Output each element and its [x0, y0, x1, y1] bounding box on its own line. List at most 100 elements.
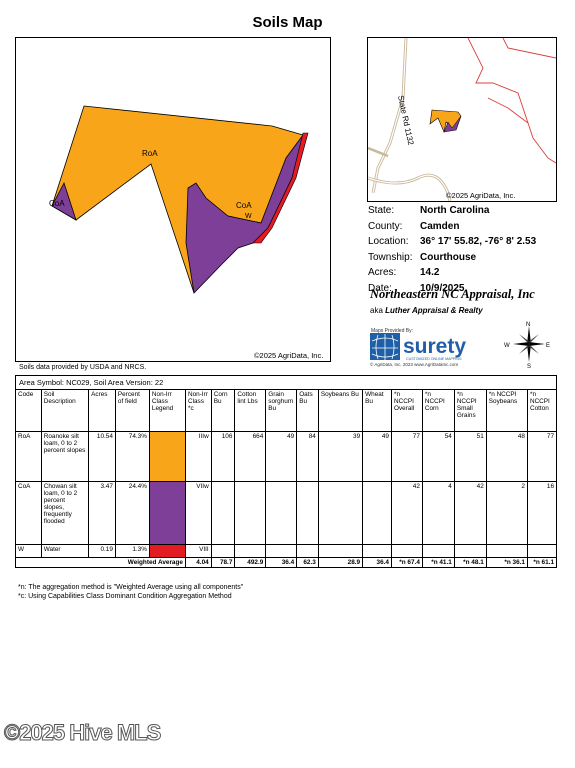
legend-swatch [148, 431, 186, 482]
cell-code: RoA [15, 431, 42, 482]
col-header: *n NCCPI Cotton [526, 389, 558, 432]
cell-nccpi-soybeans: 48 [485, 431, 528, 482]
info-value: North Carolina [420, 205, 490, 216]
col-header: Soybeans Bu [317, 389, 364, 432]
main-map-copyright: ©2025 AgriData, Inc. [254, 351, 323, 360]
cell-soybeans [317, 544, 364, 558]
info-row-acres: Acres: 14.2 [368, 265, 536, 281]
info-row-township: Township: Courthouse [368, 250, 536, 266]
col-header: Soil Description [40, 389, 90, 432]
coa-left-polygon [51, 181, 77, 221]
area-symbol-row: Area Symbol: NC029, Soil Area Version: 2… [15, 375, 557, 390]
cell-nccpi-overall: 42 [390, 481, 423, 545]
map-label-coa-right: CoA [236, 201, 252, 210]
col-header: Code [15, 389, 42, 432]
footnote-n: *n: The aggregation method is "Weighted … [18, 584, 244, 591]
legend-swatch [148, 544, 186, 558]
col-header: Grain sorghum Bu [265, 389, 298, 432]
cell-nccpi-overall: 77 [390, 431, 423, 482]
cell-nccpi-cotton: 16 [526, 481, 558, 545]
col-header: *n NCCPI Overall [390, 389, 423, 432]
cell-acres: 0.19 [88, 544, 116, 558]
cell-cotton [234, 481, 267, 545]
compass-s: S [527, 364, 531, 368]
table-row: W Water 0.19 1.3% VIII [15, 544, 558, 558]
col-header: Cotton lint Lbs [234, 389, 267, 432]
cell-class: IIIw [184, 431, 212, 482]
wa-nccpi-overall: *n 67.4 [390, 557, 423, 568]
cell-sorghum [265, 481, 298, 545]
aka-name: Luther Appraisal & Realty [385, 306, 483, 315]
map-label-coa-left: CoA [49, 199, 65, 208]
cell-cotton: 664 [234, 431, 267, 482]
cell-soybeans: 39 [317, 431, 364, 482]
info-key: Date: [368, 282, 392, 294]
maps-provided-by: Maps Provided By: [371, 328, 413, 334]
legend-swatch [148, 481, 186, 545]
cell-nccpi-small-grains: 51 [453, 431, 487, 482]
surety-logo: surety CUSTOMIZED ONLINE MAPPING [370, 333, 494, 363]
col-header: Wheat Bu [362, 389, 392, 432]
col-header: Percent of field [114, 389, 150, 432]
wa-nccpi-corn: *n 41.1 [421, 557, 455, 568]
col-header: Oats Bu [296, 389, 319, 432]
surety-copyright: © AgriData, Inc. 2023 www.AgriDataInc.co… [370, 362, 459, 367]
info-key: Acres: [368, 267, 397, 278]
info-key: Township: [368, 251, 413, 263]
info-value: Camden [420, 220, 460, 232]
wa-class: 4.04 [184, 557, 212, 568]
cell-pct: 74.3% [114, 431, 150, 482]
info-row-county: County: Camden [368, 219, 536, 235]
company-name: Northeastern NC Appraisal, Inc [370, 287, 535, 301]
weighted-average-row: Weighted Average 4.04 78.7 492.9 36.4 62… [15, 557, 558, 568]
footnote-c: *c: Using Capabilities Class Dominant Co… [18, 592, 232, 600]
cell-nccpi-overall [390, 544, 423, 558]
cell-nccpi-corn: 4 [421, 481, 455, 545]
location-map: State Rd 1132 ©2025 AgriData, Inc. [367, 37, 557, 202]
table-row: CoA Chowan silt loam, 0 to 2 percent slo… [15, 481, 558, 545]
col-header: *n NCCPI Small Grains [453, 389, 487, 432]
col-header: Corn Bu [210, 389, 236, 432]
cell-sorghum [265, 544, 298, 558]
surety-tagline: CUSTOMIZED ONLINE MAPPING [406, 357, 462, 361]
cell-code: CoA [15, 481, 42, 545]
info-key: Location: [368, 236, 409, 247]
cell-corn [210, 544, 236, 558]
soils-map: RoA CoA CoA W ©2025 AgriData, Inc. [15, 37, 331, 362]
wa-sorghum: 36.4 [265, 557, 298, 568]
cell-nccpi-soybeans [485, 544, 528, 558]
wa-corn: 78.7 [210, 557, 236, 568]
cell-nccpi-cotton [526, 544, 558, 558]
map-label-roa: RoA [142, 149, 158, 158]
roa-polygon [51, 105, 304, 294]
compass-n: N [526, 322, 530, 328]
info-key: State: [368, 205, 395, 216]
cell-nccpi-small-grains: 42 [453, 481, 487, 545]
inset-roads [367, 37, 557, 202]
info-value: 14.2 [420, 267, 440, 278]
area-symbol: Area Symbol: NC029, Soil Area Version: 2… [15, 375, 557, 390]
cell-desc: Chowan silt loam, 0 to 2 percent slopes,… [40, 481, 90, 545]
cell-nccpi-corn: 54 [421, 431, 455, 482]
info-value: Courthouse [420, 251, 477, 263]
table-header-row: Code Soil Description Acres Percent of f… [15, 389, 558, 432]
cell-nccpi-corn [421, 544, 455, 558]
cell-wheat: 49 [362, 431, 392, 482]
wa-wheat: 36.4 [362, 557, 392, 568]
source-note: Soils data provided by USDA and NRCS. [19, 364, 147, 371]
weighted-average-label: Weighted Average [15, 557, 186, 568]
cell-acres: 10.54 [88, 431, 116, 482]
wa-nccpi-soybeans: *n 36.1 [485, 557, 528, 568]
aka-prefix: aka [370, 306, 383, 315]
cell-corn: 106 [210, 431, 236, 482]
cell-acres: 3.47 [88, 481, 116, 545]
soil-polygons [51, 105, 309, 294]
surety-wordmark: surety [403, 335, 466, 358]
table-row: RoA Roanoke silt loam, 0 to 2 percent sl… [15, 431, 558, 482]
info-value: 36° 17' 55.82, -76° 8' 2.53 [420, 236, 537, 247]
cell-class: VIIw [184, 481, 212, 545]
info-row-date: Date: 10/9/2025 [368, 281, 536, 297]
wa-soybeans: 28.9 [317, 557, 364, 568]
cell-nccpi-small-grains [453, 544, 487, 558]
cell-class: VIII [184, 544, 212, 558]
